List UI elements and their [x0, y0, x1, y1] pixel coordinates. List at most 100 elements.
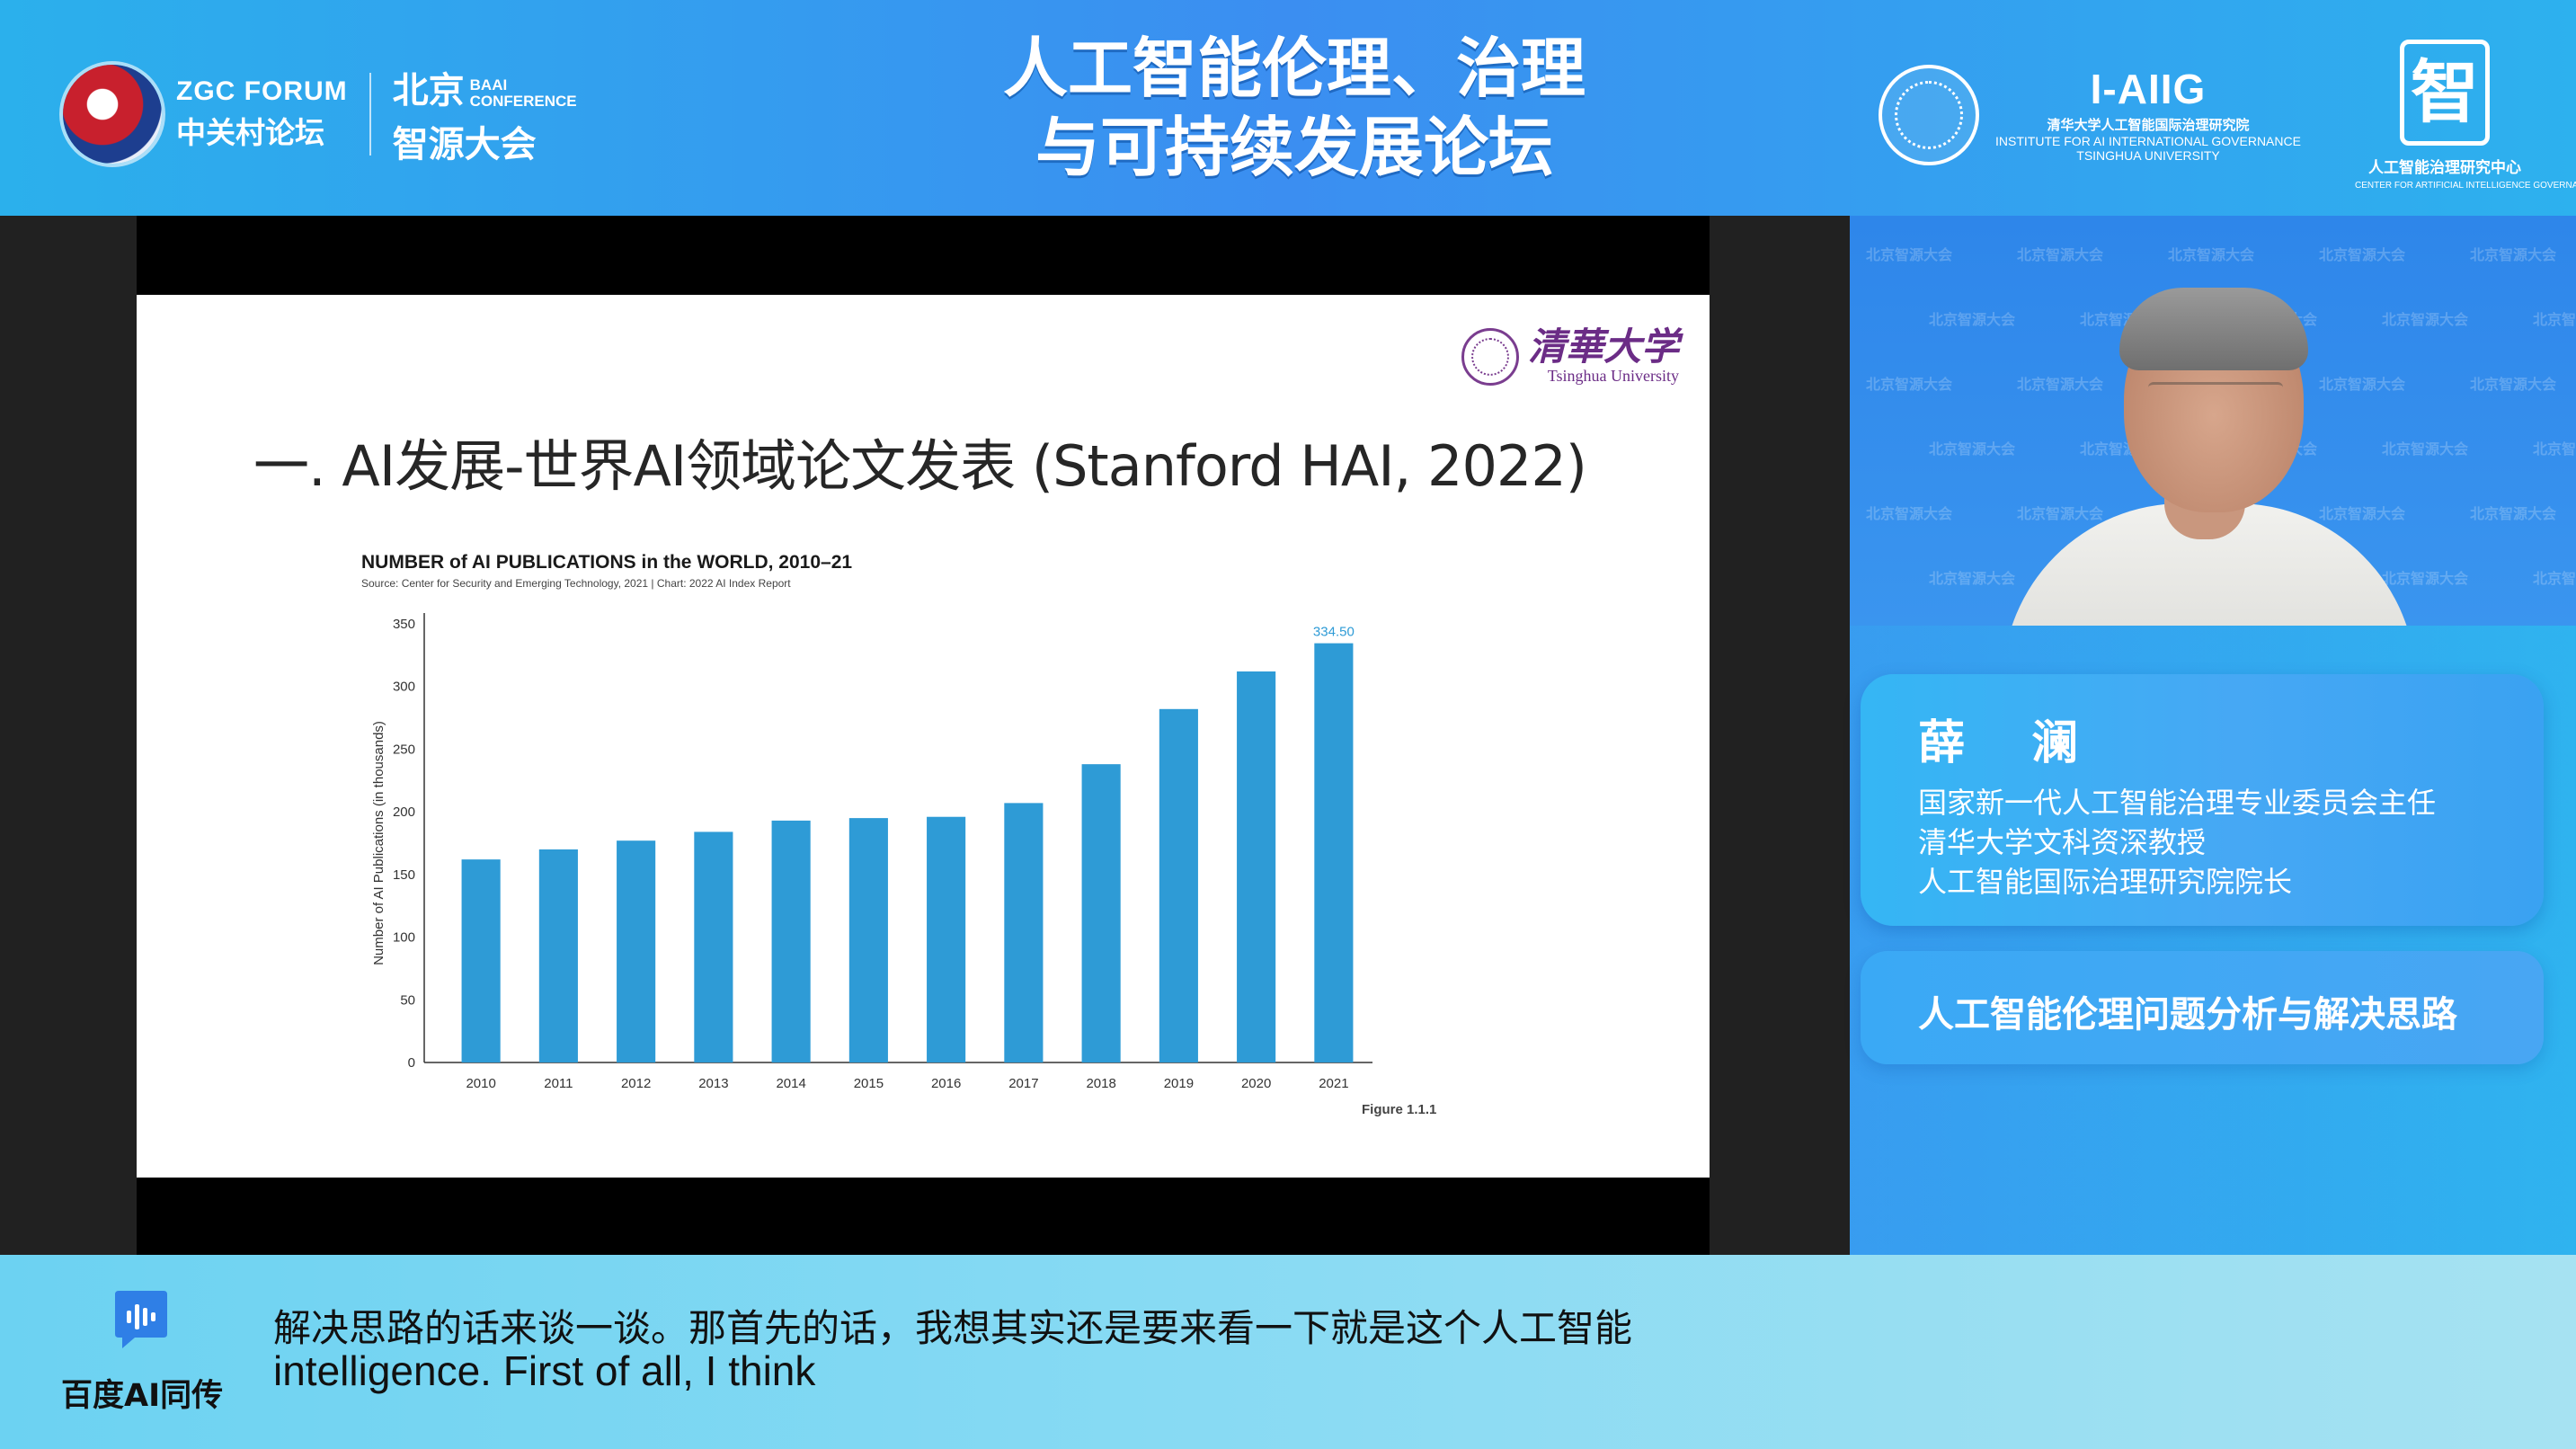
speaker-name-card: 薛 澜 国家新一代人工智能治理专业委员会主任 清华大学文科资深教授 人工智能国际…: [1861, 674, 2544, 926]
watermark-text: 北京智源大会: [2533, 311, 2576, 328]
watermark-text: 北京智源大会: [2168, 246, 2255, 263]
forum-title: 人工智能伦理、治理 与可持续发展论坛: [926, 29, 1663, 187]
bar-2017: [1004, 803, 1044, 1062]
forum-title-line1: 人工智能伦理、治理: [1002, 31, 1586, 106]
x-tick-label: 2013: [698, 1076, 728, 1091]
zgc-forum-cn: 中关村论坛: [176, 115, 324, 150]
watermark-text: 北京智源大会: [1866, 376, 1953, 393]
bar-2019: [1159, 708, 1198, 1062]
aiig-en-line2: TSINGHUA UNIVERSITY: [2076, 148, 2220, 163]
logo-divider: [369, 73, 371, 156]
watermark-text: 北京智源大会: [1929, 440, 2016, 458]
talk-topic-card: 人工智能伦理问题分析与解决思路: [1861, 951, 2544, 1064]
y-tick-label: 300: [393, 680, 415, 695]
governance-center-en: CENTER FOR ARTIFICIAL INTELLIGENCE GOVER…: [2355, 181, 2576, 191]
figure-label: Figure 1.1.1: [1362, 1102, 1437, 1117]
header-banner: ZGC FORUM 中关村论坛 北京 BAAI CONFERENCE 智源大会 …: [0, 0, 2576, 216]
watermark-text: 北京智源大会: [2470, 376, 2557, 393]
x-tick-label: 2018: [1086, 1076, 1115, 1091]
subtitle-chinese: 解决思路的话来谈一谈。那首先的话，我想其实还是要来看一下就是这个人工智能: [273, 1306, 1633, 1350]
bar-2020: [1237, 671, 1276, 1062]
watermark-text: 北京智源大会: [1929, 311, 2016, 328]
x-tick-label: 2012: [621, 1076, 651, 1091]
zgc-forum-en: ZGC FORUM: [176, 76, 348, 106]
watermark-text: 北京智源大会: [2533, 440, 2576, 458]
watermark-text: 北京智源大会: [2382, 311, 2469, 328]
bar-2016: [927, 816, 966, 1062]
chart-title: NUMBER of AI PUBLICATIONS in the WORLD, …: [361, 552, 853, 573]
watermark-text: 北京智源大会: [1929, 570, 2016, 587]
y-axis-label: Number of AI Publications (in thousands): [371, 721, 386, 965]
slide-logo-en: Tsinghua University: [1547, 367, 1679, 385]
watermark-pattern: 北京智源大会 北京智源大会 北京智源大会 北京智源大会 北京智源大会 北京智源大会 北京智源…: [1850, 216, 2576, 626]
baidu-ai-label: 百度AI同传: [61, 1378, 224, 1414]
data-label-2021: 334.50: [1313, 625, 1355, 640]
watermark-text: 北京智源大会: [2470, 505, 2557, 522]
speaker-title-line3: 人工智能国际治理研究院院长: [1918, 865, 2293, 899]
watermark-text: 北京智源大会: [2319, 505, 2406, 522]
y-tick-label: 200: [393, 805, 415, 820]
bar-2015: [848, 818, 888, 1062]
talk-topic: 人工智能伦理问题分析与解决思路: [1918, 994, 2457, 1036]
x-tick-label: 2016: [931, 1076, 961, 1091]
y-tick-label: 0: [408, 1055, 415, 1071]
tsinghua-emblem-icon: [1461, 327, 1519, 386]
bar-2010: [461, 859, 501, 1062]
baidu-translate-icon: [115, 1291, 167, 1348]
tsinghua-seal-icon: [1879, 65, 1979, 165]
speaker-title-line1: 国家新一代人工智能治理专业委员会主任: [1918, 786, 2437, 820]
watermark-text: 北京智源大会: [2470, 246, 2557, 263]
watermark-text: 北京智源大会: [1866, 246, 1953, 263]
chart-source: Source: Center for Security and Emerging…: [361, 577, 791, 590]
y-tick-label: 250: [393, 742, 415, 757]
watermark-text: 北京智源大会: [2319, 246, 2406, 263]
slide-title: 一. AI发展-世界AI领域论文发表 (Stanford HAI, 2022): [253, 433, 1587, 499]
baai-logo: 北京 BAAI CONFERENCE 智源大会: [393, 61, 577, 167]
watermark-text: 北京智源大会: [2017, 505, 2104, 522]
x-tick-label: 2014: [776, 1076, 805, 1091]
slide-logo-cn: 清華大学: [1527, 324, 1679, 369]
baai-cn-line2: 智源大会: [392, 124, 537, 165]
governance-center-mark-icon: 智: [2400, 40, 2490, 146]
x-tick-label: 2019: [1164, 1076, 1194, 1091]
speaker-name: 薛 澜: [1918, 716, 2104, 770]
speaker-person-image: [1994, 270, 2425, 626]
zgc-forum-text: ZGC FORUM 中关村论坛: [176, 76, 348, 152]
y-tick-label: 100: [393, 930, 415, 946]
aiig-en-line1: INSTITUTE FOR AI INTERNATIONAL GOVERNANC…: [1995, 134, 2301, 148]
watermark-text: 北京智源大会: [2319, 376, 2406, 393]
x-tick-label: 2017: [1008, 1076, 1038, 1091]
aiig-cn: 清华大学人工智能国际治理研究院: [2047, 117, 2250, 133]
watermark-text: 北京智源大会: [2533, 570, 2576, 587]
speaker-video: 北京智源大会 北京智源大会 北京智源大会 北京智源大会 北京智源大会 北京智源大会 北京智源…: [1850, 216, 2576, 626]
presentation-video: 清華大学 Tsinghua University 一. AI发展-世界AI领域论…: [0, 216, 1850, 1255]
watermark-text: 北京智源大会: [2382, 440, 2469, 458]
x-tick-label: 2010: [466, 1076, 495, 1091]
x-tick-label: 2021: [1319, 1076, 1348, 1091]
watermark-text: 北京智源大会: [2382, 570, 2469, 587]
baai-cn-line1: 北京: [392, 70, 465, 111]
baai-en-small-line2: CONFERENCE: [469, 93, 577, 110]
y-tick-label: 150: [393, 867, 415, 883]
bar-2013: [694, 831, 733, 1062]
governance-center-logo: 智 人工智能治理研究中心 CENTER FOR ARTIFICIAL INTEL…: [2355, 40, 2576, 191]
aiig-logo: I-AIIG 清华大学人工智能国际治理研究院 INSTITUTE FOR AI …: [1986, 65, 2310, 163]
watermark-text: 北京智源大会: [2017, 376, 2104, 393]
bar-2021: [1314, 643, 1354, 1062]
slide-tsinghua-logo: 清華大学 Tsinghua University: [1461, 327, 1679, 386]
forum-title-line2: 与可持续发展论坛: [1035, 110, 1553, 185]
x-tick-label: 2015: [854, 1076, 884, 1091]
bar-2018: [1081, 764, 1121, 1062]
governance-center-cn: 人工智能治理研究中心: [2368, 159, 2521, 177]
bar-2011: [538, 849, 578, 1062]
publications-bar-chart: 0 50 100 150 200 250 300 350 Number of AI Public…: [371, 613, 1372, 1091]
speaker-title-line2: 清华大学文科资深教授: [1918, 825, 2207, 859]
subtitle-bar: 百度AI同传 解决思路的话来谈一谈。那首先的话，我想其实还是要来看一下就是这个人…: [0, 1255, 2576, 1449]
zgc-baai-logos: ZGC FORUM 中关村论坛 北京 BAAI CONFERENCE 智源大会: [63, 61, 577, 167]
y-tick-label: 350: [393, 617, 415, 632]
subtitle-english: intelligence. First of all, I think: [273, 1347, 816, 1394]
bar-2012: [617, 840, 656, 1062]
watermark-text: 北京智源大会: [2017, 246, 2104, 263]
watermark-text: 北京智源大会: [1866, 505, 1953, 522]
zgc-forum-logo-icon: [63, 65, 162, 164]
